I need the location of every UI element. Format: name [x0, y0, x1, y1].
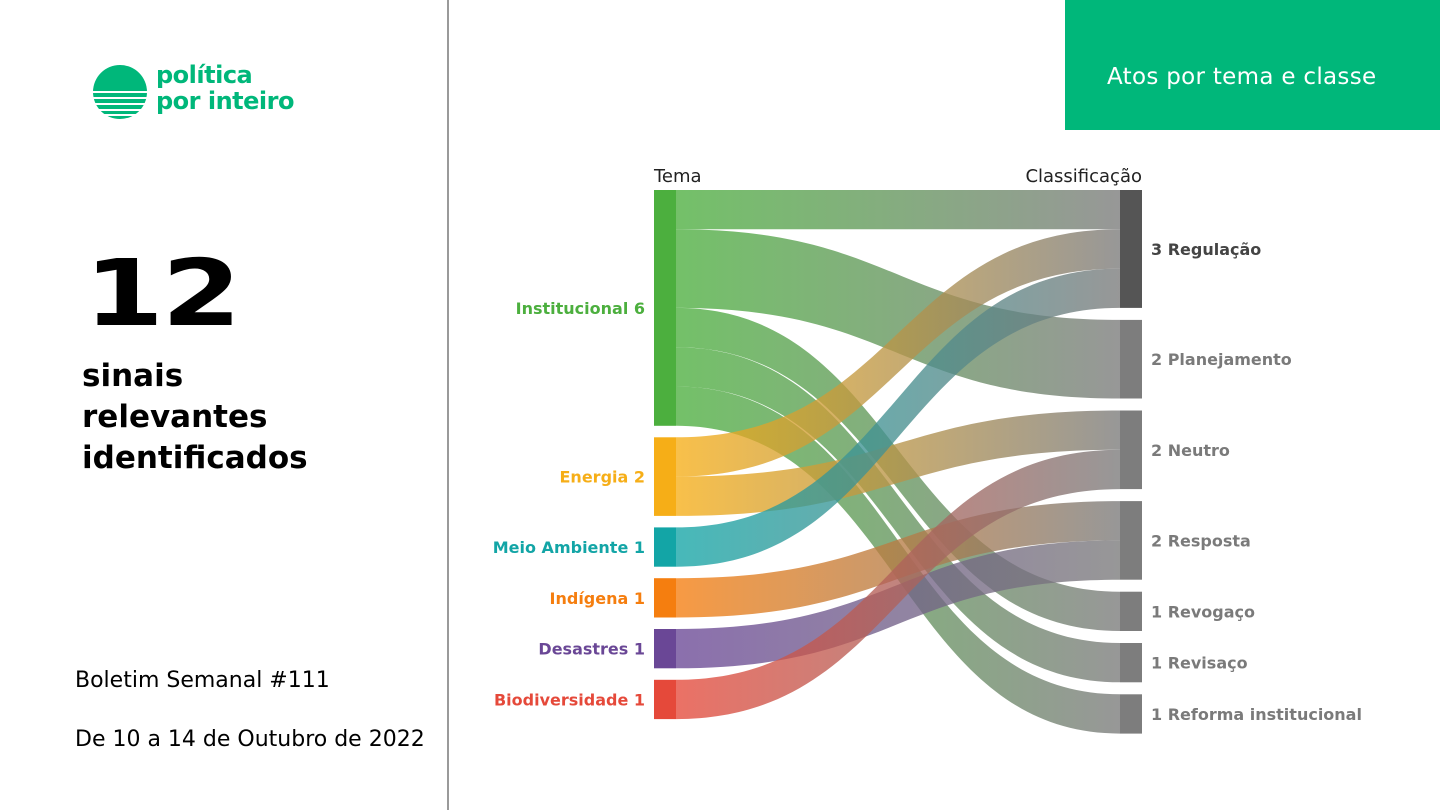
caption-line-2: relevantes [82, 399, 268, 435]
source-node-institucional [654, 190, 676, 426]
panel-divider [447, 0, 449, 810]
target-label-revisaco: 1 Revisaço [1151, 654, 1248, 673]
target-node-neutro [1120, 410, 1142, 490]
bulletin-dates: De 10 a 14 de Outubro de 2022 [75, 727, 425, 752]
target-label-neutro: 2 Neutro [1151, 441, 1230, 460]
source-label-institucional: Institucional 6 [516, 299, 645, 318]
brand-line-1: política [156, 61, 253, 89]
target-node-regulacao [1120, 190, 1142, 308]
source-node-desastres [654, 629, 676, 669]
signal-count: 12 [84, 240, 242, 347]
target-node-resposta [1120, 501, 1142, 580]
brand-sun-icon [93, 65, 147, 119]
sankey-diagram: Tema Classificação Institucional 6 Energi… [493, 166, 1362, 734]
source-node-meio-ambiente [654, 527, 676, 567]
chart-title: Atos por tema e classe [1107, 64, 1377, 90]
link-institucional-to-regulacao [676, 190, 1120, 230]
source-node-energia [654, 437, 676, 516]
target-label-resposta: 2 Resposta [1151, 531, 1251, 550]
caption-line-1: sinais [82, 358, 184, 394]
link-indigena-to-resposta [676, 501, 1120, 618]
target-node-revogaco [1120, 591, 1142, 631]
source-label-desastres: Desastres 1 [538, 640, 645, 659]
link-desastres-to-resposta [676, 540, 1120, 669]
source-label-meio-ambiente: Meio Ambiente 1 [493, 538, 645, 557]
left-column-header: Tema [653, 166, 702, 187]
target-label-reforma-institucional: 1 Reforma institucional [1151, 705, 1362, 724]
source-node-indigena [654, 578, 676, 618]
link-institucional-to-planejamento [676, 229, 1120, 399]
sankey-labels: Institucional 6 Energia 2 Meio Ambiente 1 I… [493, 240, 1362, 724]
left-panel: política por inteiro 12 sinais relevante… [0, 0, 447, 810]
source-node-biodiversidade [654, 679, 676, 720]
brand-name: política por inteiro [156, 62, 294, 114]
link-biodiversidade-to-neutro [676, 449, 1120, 720]
caption-line-3: identificados [82, 440, 308, 476]
link-energia-to-regulacao [676, 229, 1120, 477]
source-label-energia: Energia 2 [560, 468, 646, 487]
target-node-planejamento [1120, 319, 1142, 399]
link-institucional-to-revisaco [676, 347, 1120, 683]
right-column-header: Classificação [1025, 166, 1142, 187]
sankey-nodes [654, 190, 1142, 734]
brand-line-2: por inteiro [156, 87, 294, 115]
target-label-revogaco: 1 Revogaço [1151, 602, 1255, 621]
chart-header: Atos por tema e classe [1065, 0, 1440, 130]
bulletin-number: Boletim Semanal #111 [75, 668, 330, 693]
source-label-indigena: Indígena 1 [550, 589, 645, 608]
sankey-links [676, 190, 1120, 734]
target-label-regulacao: 3 Regulação [1151, 240, 1261, 259]
link-meio-ambiente-to-regulacao [676, 268, 1120, 567]
signal-caption: sinais relevantes identificados [82, 356, 422, 479]
target-node-revisaco [1120, 643, 1142, 683]
target-node-reforma-institucional [1120, 694, 1142, 734]
target-label-planejamento: 2 Planejamento [1151, 350, 1292, 369]
source-label-biodiversidade: Biodiversidade 1 [494, 690, 645, 709]
brand-logo: política por inteiro [92, 62, 322, 122]
link-energia-to-neutro [676, 410, 1120, 516]
